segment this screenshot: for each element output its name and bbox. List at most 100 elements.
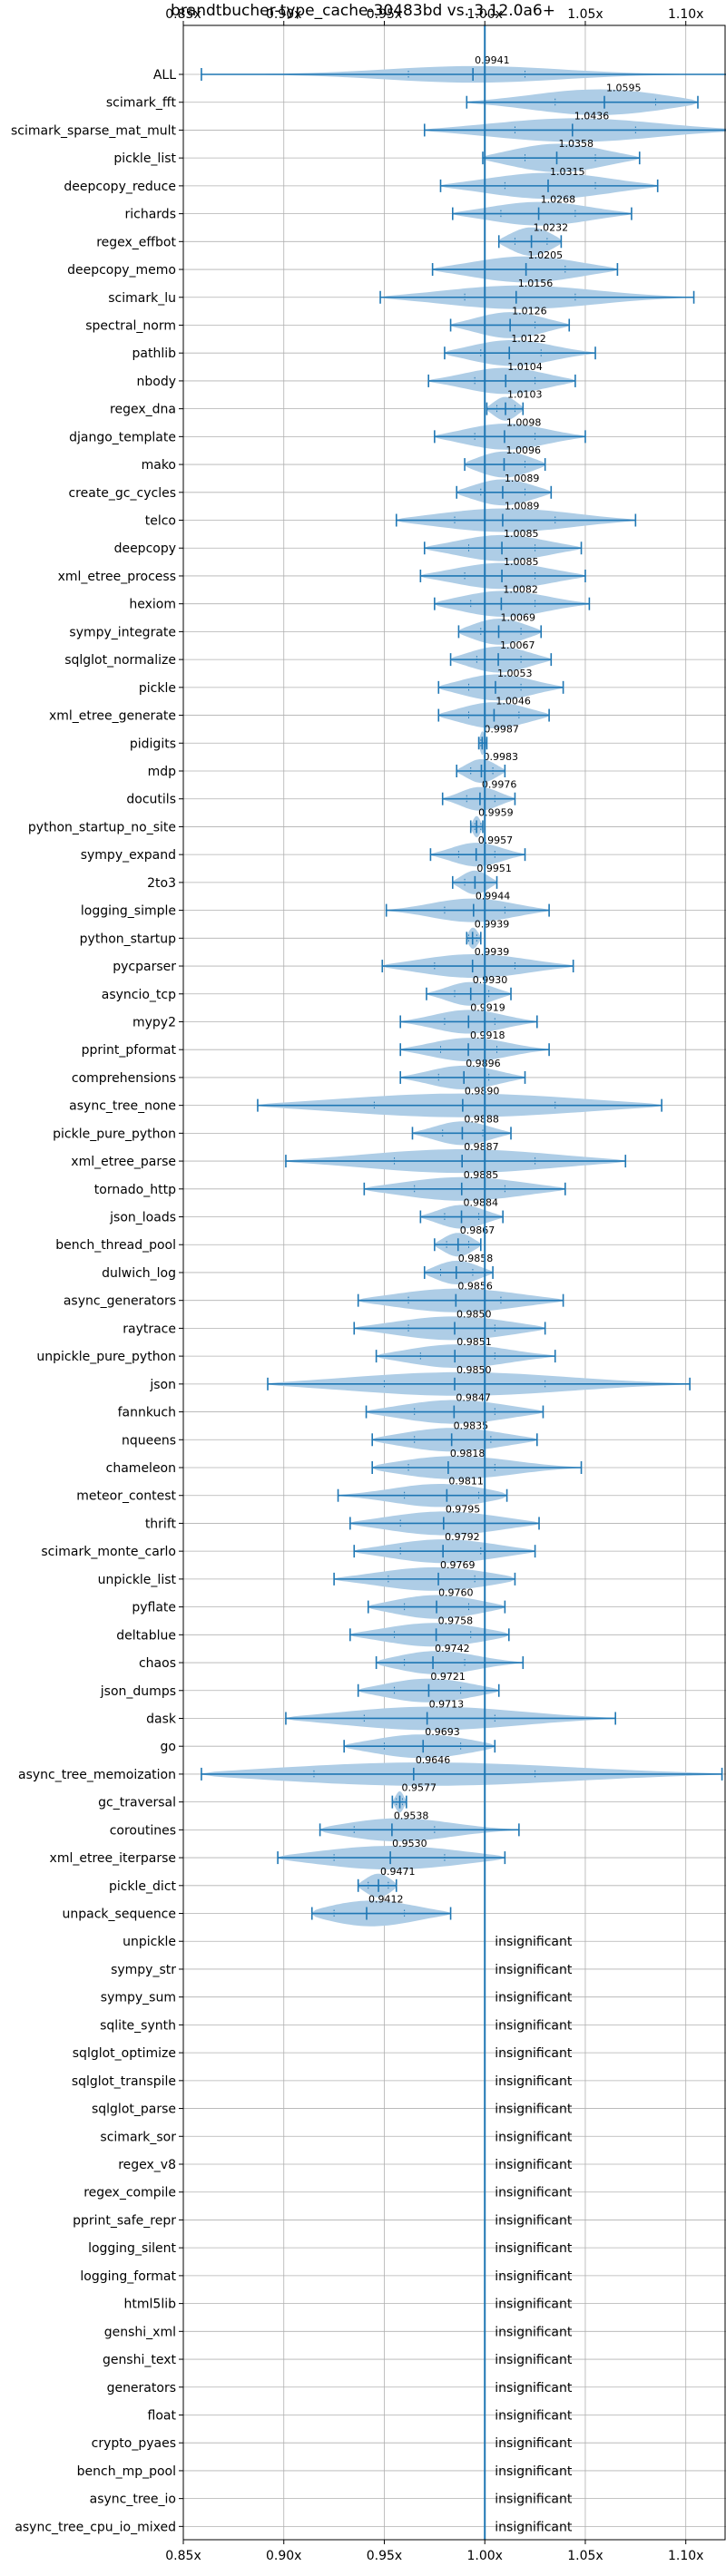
category-label: sqlite_synth	[100, 2018, 176, 2033]
violin-deepcopy_memo	[431, 256, 619, 283]
category-label: deepcopy_memo	[67, 263, 176, 278]
insignificant-label: insignificant	[495, 2464, 573, 2479]
category-label: 2to3	[147, 876, 176, 891]
value-label: 0.9577	[402, 1782, 437, 1794]
value-label: 0.9959	[478, 806, 514, 818]
category-label: scimark_lu	[108, 291, 176, 306]
value-label: 0.9888	[464, 1113, 498, 1125]
violin-sympy_integrate	[457, 619, 543, 645]
value-label: 0.9976	[482, 779, 517, 791]
category-label: html5lib	[124, 2298, 177, 2312]
violin-chameleon	[371, 1456, 583, 1479]
value-label: 1.0053	[497, 668, 533, 679]
violin-django_template	[434, 424, 586, 450]
value-label: 0.9983	[483, 751, 518, 763]
violin-sympy_expand	[429, 843, 526, 867]
value-label: 1.0122	[511, 333, 546, 345]
value-label: 0.9713	[429, 1698, 465, 1710]
category-label: generators	[107, 2381, 176, 2395]
value-label: 0.9850	[456, 1364, 492, 1376]
violin-pyflate	[367, 1595, 506, 1619]
category-label: crypto_pyaes	[92, 2436, 176, 2451]
x-tick-label-top: 1.05x	[567, 7, 603, 22]
chart-title: brandtbucher-type_cache-30483bd vs. 3.12…	[171, 2, 555, 20]
category-label: nbody	[137, 375, 177, 389]
violin-deepcopy	[423, 534, 583, 561]
value-label: 1.0098	[506, 416, 542, 428]
violin-nqueens	[371, 1428, 538, 1452]
category-label: python_startup	[80, 932, 176, 946]
value-label: 1.0436	[574, 110, 610, 122]
insignificant-label: insignificant	[495, 2493, 573, 2507]
category-label: hexiom	[129, 598, 176, 612]
value-label: 0.9758	[438, 1615, 474, 1626]
category-label: async_tree_io	[90, 2493, 176, 2507]
category-label: json_loads	[109, 1211, 176, 1225]
axes: 0.85x 0.85x 0.90x 0.90x 0.95x 0.95x 1.00x 1.00x…	[165, 7, 726, 2563]
value-label: 0.9530	[392, 1838, 427, 1849]
category-label: genshi_xml	[104, 2325, 176, 2339]
violin-hexiom	[434, 590, 591, 617]
value-label: 0.9742	[435, 1643, 469, 1654]
value-label: 0.9858	[458, 1253, 494, 1264]
category-label: logging_format	[80, 2269, 176, 2284]
violin-pathlib	[444, 339, 596, 366]
insignificant-label: insignificant	[495, 2103, 573, 2117]
x-tick-label-bottom: 1.10x	[668, 2549, 703, 2563]
violin-tornado_http	[363, 1176, 566, 1201]
plot-frame	[182, 24, 726, 2541]
value-label: 0.9884	[464, 1197, 499, 1209]
category-label: coroutines	[110, 1823, 176, 1838]
violin-pickle_list	[482, 143, 641, 172]
category-label: sqlglot_parse	[92, 2103, 176, 2117]
category-label: sqlglot_optimize	[73, 2046, 176, 2061]
category-label: bench_mp_pool	[77, 2464, 176, 2479]
violin-regex_dna	[486, 396, 525, 421]
value-label: 1.0089	[505, 473, 540, 484]
category-label: chameleon	[106, 1461, 176, 1476]
value-label: 0.9930	[473, 974, 508, 986]
value-label: 1.0096	[505, 444, 541, 456]
value-label: 0.9795	[446, 1503, 480, 1515]
x-tick-label-top: 0.90x	[266, 7, 301, 22]
category-label: telco	[145, 514, 176, 529]
category-label: unpickle_list	[98, 1573, 177, 1587]
category-label: sqlglot_transpile	[72, 2074, 176, 2089]
value-label: 0.9851	[456, 1336, 492, 1348]
value-label: 0.9941	[475, 54, 510, 66]
category-label: xml_etree_process	[58, 570, 176, 584]
violin-unpickle_pure_python	[375, 1344, 556, 1369]
violin-docutils	[441, 786, 516, 811]
category-label: sympy_expand	[81, 848, 176, 863]
category-label: meteor_contest	[76, 1489, 176, 1504]
x-tick-label-top: 0.95x	[367, 7, 402, 22]
value-label: 0.9885	[464, 1169, 498, 1181]
category-label: sympy_str	[111, 1963, 176, 1977]
category-label: unpickle	[123, 1935, 176, 1949]
category-label: json	[149, 1378, 176, 1392]
violin-pickle_dict	[357, 1873, 397, 1898]
value-label: 0.9939	[475, 918, 510, 930]
insignificant-label: insignificant	[495, 1991, 573, 2005]
category-label: scimark_sor	[100, 2130, 176, 2144]
violin-ALL	[201, 65, 726, 83]
violin-pickle	[437, 674, 564, 701]
category-label: unpack_sequence	[63, 1908, 176, 1922]
category-label: comprehensions	[72, 1071, 176, 1086]
value-label: 0.9887	[464, 1141, 499, 1153]
x-tick-label-bottom: 0.90x	[266, 2549, 301, 2563]
violin-json	[267, 1371, 691, 1396]
value-label: 0.9693	[425, 1726, 460, 1738]
category-label: pickle	[139, 681, 176, 696]
value-labels: 0.9941 1.0595 1.0436 1.0358 1.0315 1.0268 1.02…	[368, 54, 642, 2534]
insignificant-label: insignificant	[495, 2018, 573, 2033]
value-label: 0.9939	[475, 946, 510, 958]
value-label: 0.9896	[466, 1058, 501, 1069]
violin-asyncio_tcp	[426, 981, 512, 1006]
value-label: 0.9538	[394, 1810, 429, 1821]
insignificant-label: insignificant	[495, 1935, 573, 1949]
insignificant-label: insignificant	[495, 2353, 573, 2367]
category-label: pickle_dict	[109, 1879, 177, 1894]
value-label: 1.0104	[507, 361, 543, 373]
category-label: sympy_sum	[101, 1991, 176, 2005]
